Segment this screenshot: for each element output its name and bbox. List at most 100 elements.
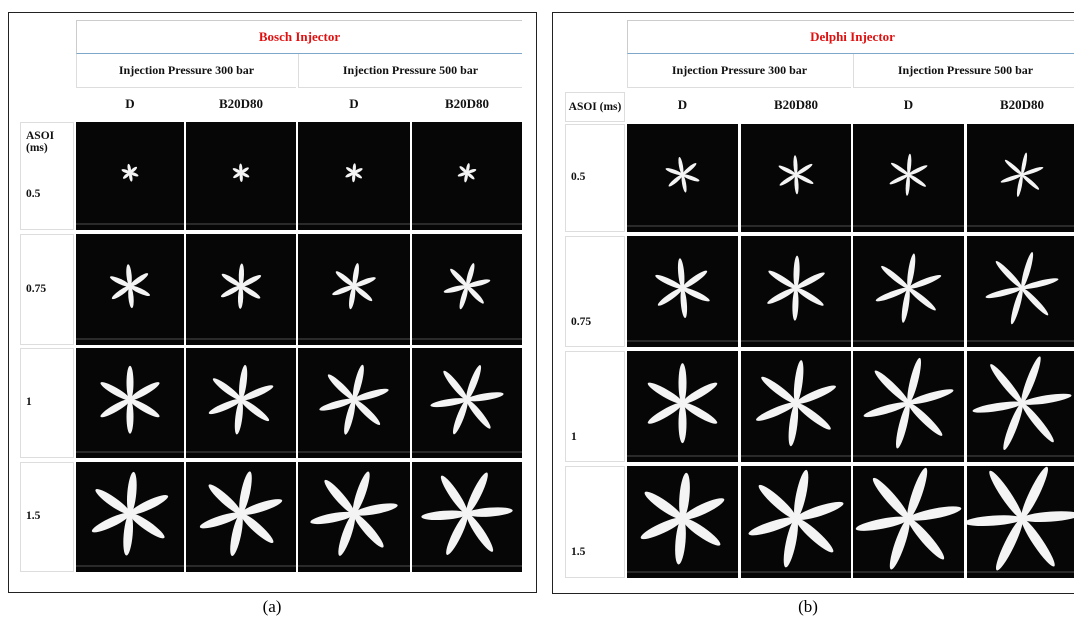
spray-plume [332,285,355,296]
spray-image [412,234,522,345]
spray-plume [1021,466,1049,519]
row-label: 0.75 [571,315,592,328]
spray-plume [905,174,910,196]
spray-plume [756,402,797,421]
row-label-cell [565,351,625,462]
spray-plume [91,512,131,533]
pressure-header: Injection Pressure 500 bar [298,54,522,88]
spray-plume [901,288,910,323]
spray-plume [95,489,131,515]
spray-plume [352,172,356,183]
spray-plume [129,513,165,539]
spray-plume [220,285,242,298]
spray-plume [783,518,798,568]
row-label-cell [565,236,625,347]
spray-plume [310,511,355,525]
spray-plume [440,475,468,514]
spray-plume [464,172,468,183]
row-label-cell [565,466,625,578]
spray-plume [129,285,150,297]
spray-plume [907,467,928,519]
spray-plume [895,403,910,449]
spray-plume [665,168,683,176]
spray-plume [212,378,242,401]
spray-plume [466,279,491,288]
asoi-label: ASOI (ms) [26,130,55,154]
spray-plume [126,365,134,400]
fuel-header: B20D80 [773,97,819,112]
spray-plume [221,273,242,287]
spray-plume [679,472,690,519]
spray-image [186,234,296,345]
spray-plume [353,285,373,302]
spray-plume [466,399,491,429]
spray-plume [907,153,912,175]
spray-plume [349,286,356,310]
fuel-header: D [677,97,688,112]
spray-plume [794,174,799,195]
spray-plume [121,169,131,174]
spray-plume [128,286,134,309]
spray-plume [237,286,244,309]
row-label-cell [565,124,625,232]
spray-plume [985,287,1023,299]
row-label: 1 [26,396,32,408]
spray-plume [234,399,243,435]
spray-plume [778,165,797,176]
fuel-header: B20D80 [218,96,264,111]
spray-plume [1021,166,1044,176]
spray-plume [640,517,683,540]
spray-plume [1003,403,1023,450]
spray-image [741,124,851,232]
spray-plume [855,516,909,531]
spray-plume [239,364,248,400]
spray-image [627,351,738,462]
spray-plume [908,174,927,187]
spray-plume [668,174,683,187]
spray-plume [793,255,800,289]
spray-plume [129,273,149,287]
spray-image [853,351,964,462]
spray-plume [908,402,943,436]
spray-plume [995,518,1023,571]
spray-plume [129,166,138,174]
spray-plume [989,470,1023,519]
spray-plume [1021,393,1072,405]
spray-image [412,462,522,572]
spray-plume [907,357,922,404]
spray-plume [682,162,697,175]
spray-plume [240,513,274,544]
spray-plume [1021,174,1040,190]
fuel-header: D [125,96,135,111]
table-title: Bosch Injector [76,20,522,54]
row-label: 1.5 [571,546,586,559]
fuel-header: D [349,96,359,111]
spray-plume [129,172,139,177]
spray-plume [126,399,134,434]
spray-plume [881,265,909,289]
spray-plume [450,268,468,287]
spray-plume [126,471,137,514]
spray-plume [768,270,797,289]
spray-plume [793,155,798,175]
spray-plume [466,163,470,173]
spray-plume [682,518,721,546]
spray-plume [353,277,376,287]
spray-plume [758,484,797,520]
pressure-header: Injection Pressure 500 bar [853,54,1074,88]
spray-plume [907,253,916,289]
spray-plume [682,402,718,424]
spray-image [627,466,738,578]
spray-plume [239,163,243,173]
spray-plume [352,364,364,400]
row-label-cell [20,234,74,345]
spray-plume [1021,518,1055,567]
spray-plume [466,263,475,287]
spray-plume [100,399,131,418]
spray-plume [1010,288,1023,325]
spray-plume [240,167,249,174]
spray-plume [238,263,245,287]
spray-plume [239,471,252,514]
panel-frame [8,12,537,593]
spray-plume [682,498,725,520]
